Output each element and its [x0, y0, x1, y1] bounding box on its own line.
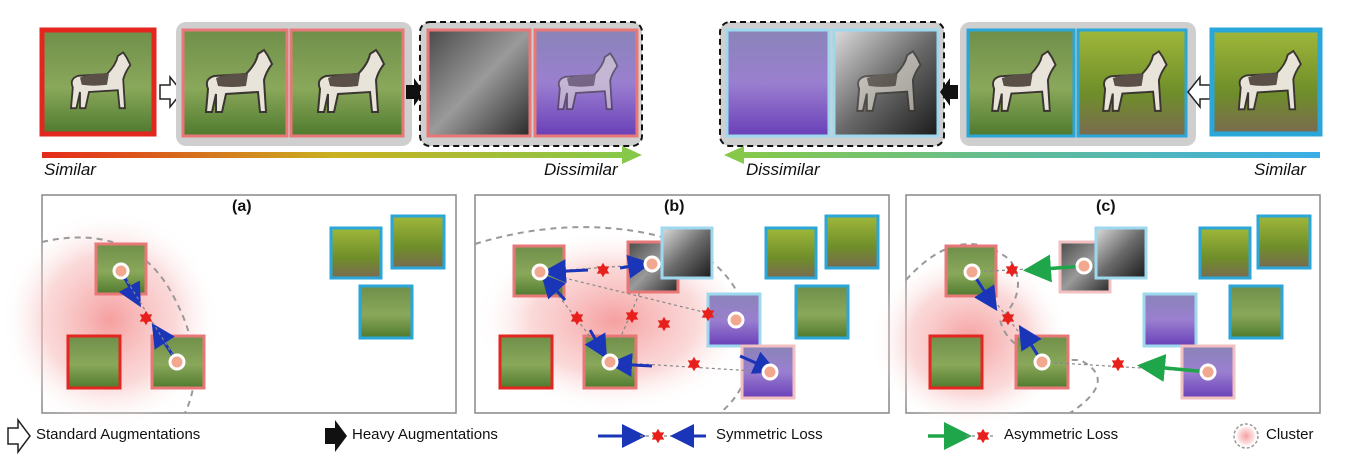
panel-c — [870, 194, 1321, 430]
heavy-aug-image-1 — [426, 28, 532, 138]
legend-standard-text: Standard Augmentations — [36, 426, 201, 443]
embedding-point — [531, 263, 549, 281]
heavy-aug-image-4 — [832, 28, 940, 138]
node-image — [660, 226, 714, 280]
cluster-boundary — [905, 243, 1099, 414]
original-image-malamute — [39, 27, 157, 137]
dissimilar-label-left: Dissimilar — [544, 160, 618, 179]
panel-b — [474, 194, 890, 414]
node-image — [329, 226, 383, 280]
legend-cluster-text: Cluster — [1266, 426, 1314, 443]
heavy-aug-legend-icon — [325, 420, 347, 452]
embedding-point — [1199, 363, 1217, 381]
node-image — [764, 226, 818, 280]
panel-b-title: (b) — [664, 198, 685, 215]
similarity-arrowhead-right — [724, 146, 744, 164]
cluster-legend-icon — [1233, 423, 1259, 449]
embedding-point — [112, 262, 130, 280]
legend-symmetric-text: Symmetric Loss — [716, 426, 823, 443]
similarity-arrowhead-left — [622, 146, 642, 164]
standard-aug-legend-icon — [7, 417, 31, 455]
similar-label-left: Similar — [44, 160, 96, 179]
embedding-point — [601, 353, 619, 371]
panel-a — [0, 194, 457, 430]
heavy-aug-arrow-icon — [406, 78, 424, 106]
node-image — [390, 214, 446, 270]
asymmetric-arrow — [1137, 354, 1209, 382]
node-image — [1094, 226, 1148, 280]
embedding-point — [761, 363, 779, 381]
node-image — [1198, 226, 1252, 280]
node-image-original — [498, 334, 554, 390]
similar-label-right: Similar — [1254, 160, 1306, 179]
embedding-point — [643, 255, 661, 273]
panel-a-title: (a) — [232, 198, 252, 215]
legend-heavy-text: Heavy Augmentations — [352, 426, 498, 443]
node-image — [824, 214, 880, 270]
node-image — [794, 284, 850, 340]
embedding-point — [1075, 257, 1093, 275]
embedding-point — [1033, 353, 1051, 371]
node-image-original — [66, 334, 122, 390]
top-right-group — [719, 21, 1323, 147]
top-left-group — [39, 21, 643, 147]
embedding-point — [727, 311, 745, 329]
heavy-aug-image-3 — [725, 28, 831, 138]
legend-asymmetric-text: Asymmetric Loss — [1004, 426, 1119, 443]
node-image — [1142, 292, 1198, 348]
panel-c-title: (c) — [1096, 198, 1116, 215]
heavy-aug-arrow-icon-right — [940, 78, 958, 106]
node-image-original — [928, 334, 984, 390]
node-image — [1228, 284, 1284, 340]
node-image — [1256, 214, 1312, 270]
embedding-point — [963, 263, 981, 281]
node-image — [358, 284, 414, 340]
dissimilar-label-right: Dissimilar — [746, 160, 820, 179]
embedding-point — [168, 353, 186, 371]
asymmetric-arrow — [1023, 254, 1085, 283]
similarity-bar-right — [742, 152, 1320, 158]
cluster-boundary — [41, 236, 196, 414]
standard-aug-arrow-icon-right — [1187, 74, 1211, 110]
similarity-bar-left — [42, 152, 624, 158]
